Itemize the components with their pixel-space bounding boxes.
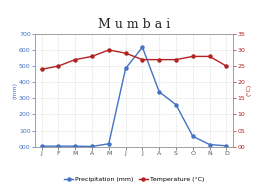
Title: M u m b a i: M u m b a i: [98, 18, 170, 31]
Legend: Precipitation (mm), Temperature (°C): Precipitation (mm), Temperature (°C): [61, 174, 207, 185]
Y-axis label: (mm): (mm): [13, 82, 17, 99]
Y-axis label: (°C): (°C): [247, 84, 252, 96]
